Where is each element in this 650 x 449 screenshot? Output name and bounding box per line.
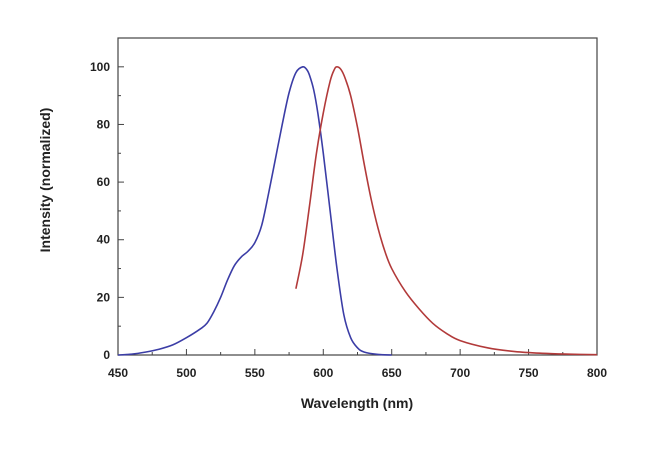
x-tick-label: 650: [382, 366, 402, 380]
x-tick-label: 800: [587, 366, 607, 380]
x-tick-label: 600: [313, 366, 333, 380]
x-tick-label: 500: [176, 366, 196, 380]
y-tick-label: 100: [90, 60, 110, 74]
x-tick-label: 450: [108, 366, 128, 380]
y-tick-label: 40: [97, 233, 111, 247]
series-lines: [117, 65, 598, 356]
y-tick-label: 20: [97, 290, 111, 304]
x-tick-label: 550: [245, 366, 265, 380]
x-axis-title: Wavelength (nm): [301, 395, 413, 411]
axis-ticks: 450 500 550 600 650 700 750 800 0 20 40 60 80 100: [90, 60, 607, 380]
y-tick-label: 80: [97, 117, 111, 131]
x-tick-label: 750: [519, 366, 539, 380]
plot-frame: [117, 37, 598, 356]
series-line-1: [117, 65, 392, 356]
x-tick-label: 700: [450, 366, 470, 380]
y-tick-label: 60: [97, 175, 111, 189]
y-axis-title: Intensity (normalized): [37, 108, 53, 253]
y-tick-label: 0: [103, 348, 110, 362]
series-line-2: [295, 66, 598, 356]
